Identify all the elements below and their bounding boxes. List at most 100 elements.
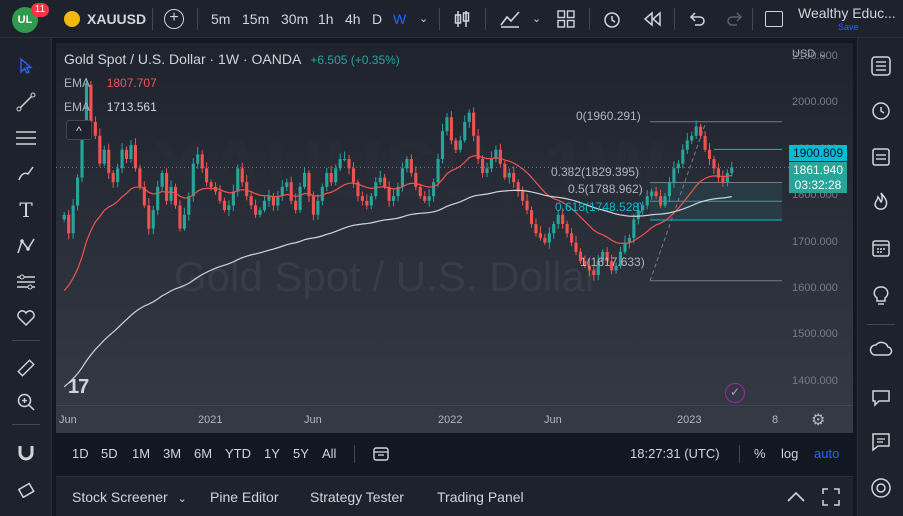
ema-lines: [63, 155, 732, 388]
tab-strategy-tester[interactable]: Strategy Tester: [310, 489, 404, 505]
candle-body: [76, 177, 80, 206]
candles-chart-type-icon[interactable]: [452, 9, 472, 29]
calendar-icon[interactable]: [867, 234, 895, 262]
candle-body: [525, 200, 529, 211]
interval-15m[interactable]: 15m: [242, 11, 270, 27]
candle-body: [298, 186, 302, 211]
range-3m[interactable]: 3M: [163, 446, 182, 461]
chats-icon[interactable]: [867, 384, 895, 412]
help-icon[interactable]: [867, 474, 895, 502]
prediction-icon[interactable]: [12, 268, 40, 296]
undo-icon[interactable]: [688, 10, 706, 28]
fib-retracement-icon[interactable]: [12, 124, 40, 152]
interval-w[interactable]: W: [393, 11, 407, 27]
interval-5m[interactable]: 5m: [211, 11, 231, 27]
price-axis-label: 1600.000: [792, 281, 838, 294]
utc-clock[interactable]: 18:27:31 (UTC): [630, 446, 720, 461]
text-tool-icon[interactable]: T: [19, 198, 33, 222]
compare-symbol-icon[interactable]: +: [164, 9, 184, 29]
range-5y[interactable]: 5Y: [293, 446, 309, 461]
watchlist-icon[interactable]: [867, 52, 895, 80]
magnet-icon[interactable]: [12, 438, 40, 466]
zoom-in-icon[interactable]: [12, 388, 40, 416]
candle-body: [67, 214, 71, 234]
layout-grid-icon[interactable]: [557, 10, 575, 28]
currency-selector[interactable]: USD ⌄: [792, 48, 828, 60]
replay-icon[interactable]: [642, 10, 662, 28]
interval-4h[interactable]: 4h: [345, 11, 361, 27]
candle-body: [423, 196, 427, 201]
alert-clock-icon[interactable]: [602, 9, 622, 29]
data-window-icon[interactable]: [867, 142, 895, 170]
symbol-search[interactable]: XAUUSD: [87, 11, 147, 27]
candle-body: [294, 200, 298, 211]
tab-pine-editor[interactable]: Pine Editor: [210, 489, 279, 505]
candle-body: [654, 191, 658, 197]
interval-30m[interactable]: 30m: [281, 11, 309, 27]
maximize-icon[interactable]: [822, 488, 840, 506]
redo-icon[interactable]: [726, 10, 744, 28]
price-chart[interactable]: [56, 43, 853, 433]
ideas-lightbulb-icon[interactable]: [867, 282, 895, 310]
candle-body: [302, 172, 307, 187]
goto-date-icon[interactable]: [372, 445, 390, 463]
bottom-panel-tabs: Stock Screener ⌄ Pine Editor Strategy Te…: [56, 476, 853, 516]
ruler-icon[interactable]: [12, 354, 40, 382]
log-scale-toggle[interactable]: log: [781, 446, 799, 461]
event-lightning-icon[interactable]: ✓: [725, 383, 745, 403]
indicators-icon[interactable]: [499, 9, 521, 29]
candle-body: [383, 177, 387, 187]
range-1m[interactable]: 1M: [132, 446, 151, 461]
range-ytd[interactable]: YTD: [225, 446, 251, 461]
candle-body: [365, 200, 369, 206]
chevron-up-icon[interactable]: [786, 490, 806, 504]
candle-body: [89, 84, 93, 122]
legend-collapse-button[interactable]: ^: [66, 120, 92, 140]
candle-body: [107, 149, 111, 173]
messages-icon[interactable]: [867, 428, 895, 456]
time-label: 2021: [198, 414, 223, 426]
interval-d[interactable]: D: [372, 11, 383, 27]
candle-body: [645, 196, 649, 206]
candle-body: [716, 168, 720, 178]
range-5d[interactable]: 5D: [101, 446, 118, 461]
range-6m[interactable]: 6M: [194, 446, 213, 461]
brush-icon[interactable]: [12, 160, 40, 188]
save-status[interactable]: Save: [838, 22, 859, 32]
range-all[interactable]: All: [322, 446, 337, 461]
candle-body: [494, 149, 498, 160]
candle-body: [418, 186, 422, 197]
ema2-legend[interactable]: EMA 1713.561: [64, 100, 157, 114]
cursor-icon[interactable]: [12, 52, 40, 80]
chart-settings-gear-icon[interactable]: ⚙: [811, 412, 826, 429]
lock-drawings-icon[interactable]: [12, 474, 40, 502]
candle-body: [641, 205, 645, 211]
candle-body: [138, 168, 142, 187]
tradingview-logo[interactable]: 17: [68, 376, 89, 398]
ema2-value: 1713.561: [106, 100, 157, 114]
candle-body: [271, 196, 275, 206]
ema1-legend[interactable]: EMA 1807.707: [64, 76, 157, 90]
heart-icon[interactable]: [12, 304, 40, 332]
trend-line-icon[interactable]: [12, 88, 40, 116]
auto-scale-toggle[interactable]: auto: [814, 446, 840, 461]
alarm-clock-icon[interactable]: [867, 96, 895, 124]
candle-body: [472, 112, 476, 136]
tab-stock-screener[interactable]: Stock Screener ⌄: [72, 477, 187, 516]
indicators-dropdown-icon[interactable]: ⌄: [532, 13, 542, 25]
chart-pane[interactable]: XAUUSD, 1W Gold Spot / U.S. Dollar Gold …: [56, 43, 853, 433]
pattern-icon[interactable]: [12, 232, 40, 260]
hotlist-flame-icon[interactable]: [867, 188, 895, 216]
time-axis[interactable]: Jun 2021 Jun 2022 Jun 2023 8 ⚙: [56, 405, 853, 433]
account-name[interactable]: Wealthy Educ...: [798, 5, 896, 21]
range-1y[interactable]: 1Y: [264, 446, 280, 461]
candle-body: [156, 186, 160, 211]
interval-1h[interactable]: 1h: [318, 11, 334, 27]
streams-icon[interactable]: [867, 336, 895, 364]
interval-dropdown-icon[interactable]: ⌄: [419, 13, 429, 25]
percent-scale-toggle[interactable]: %: [754, 446, 766, 461]
range-1d[interactable]: 1D: [72, 446, 89, 461]
candle-body: [543, 237, 547, 243]
fullscreen-toggle-icon[interactable]: [765, 11, 783, 27]
tab-trading-panel[interactable]: Trading Panel: [437, 489, 524, 505]
